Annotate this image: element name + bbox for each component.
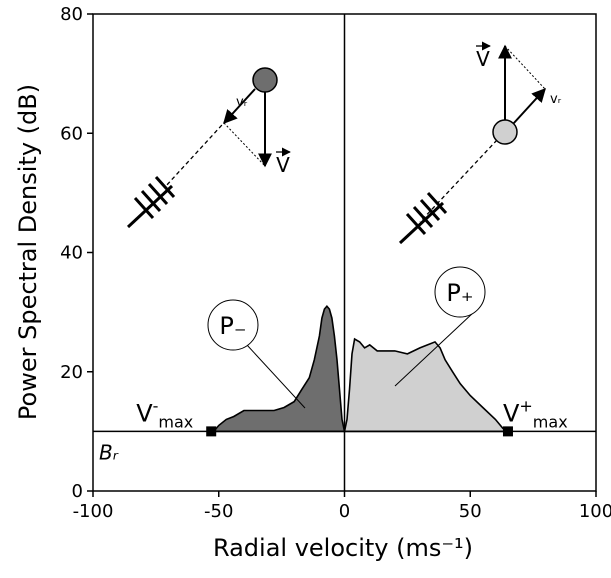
x-tick-label: -100	[73, 501, 114, 522]
radial-label: vᵣ	[550, 92, 562, 107]
x-tick-label: 50	[459, 501, 482, 522]
vmax-label-subscript: max	[533, 412, 568, 431]
x-tick-label: 0	[339, 501, 350, 522]
vmax-label-subscript: max	[158, 412, 193, 431]
series-label: P₊	[446, 279, 473, 307]
vmax-label-superscript: -	[153, 396, 159, 415]
vmax-label: V-max	[136, 396, 193, 431]
left-diagram	[126, 67, 291, 229]
radial-label: vᵣ	[236, 95, 248, 110]
callout-circle	[207, 299, 259, 351]
y-axis-label: Power Spectral Density (dB)	[14, 84, 42, 420]
baseline-label: Bᵣ	[99, 440, 119, 464]
plot-area	[92, 13, 597, 492]
vmax-label-text: V	[503, 399, 520, 427]
x-tick-label: -50	[204, 501, 233, 522]
callout-line	[246, 344, 306, 409]
velocity-label: V	[476, 47, 490, 71]
right-diagram	[398, 41, 546, 245]
vmax-label-text: V	[136, 399, 153, 427]
area	[211, 304, 346, 433]
y-tick-label: 20	[60, 362, 83, 383]
y-tick-label: 80	[60, 4, 83, 25]
vmax-marker	[502, 426, 513, 437]
y-tick-label: 40	[60, 243, 83, 264]
y-tick-label: 60	[60, 123, 83, 144]
velocity-label: V	[276, 153, 290, 177]
vmax-marker	[206, 426, 217, 437]
callout-line	[394, 311, 475, 387]
x-tick-label: 100	[579, 501, 611, 522]
vmax-label-superscript: +	[519, 396, 532, 415]
series-label: P₋	[219, 312, 246, 340]
x-axis-label: Radial velocity (ms⁻¹)	[213, 534, 473, 562]
area	[343, 337, 511, 433]
callout-circle	[434, 266, 486, 318]
vmax-label: V+max	[503, 396, 568, 431]
y-tick-label: 0	[72, 481, 83, 502]
